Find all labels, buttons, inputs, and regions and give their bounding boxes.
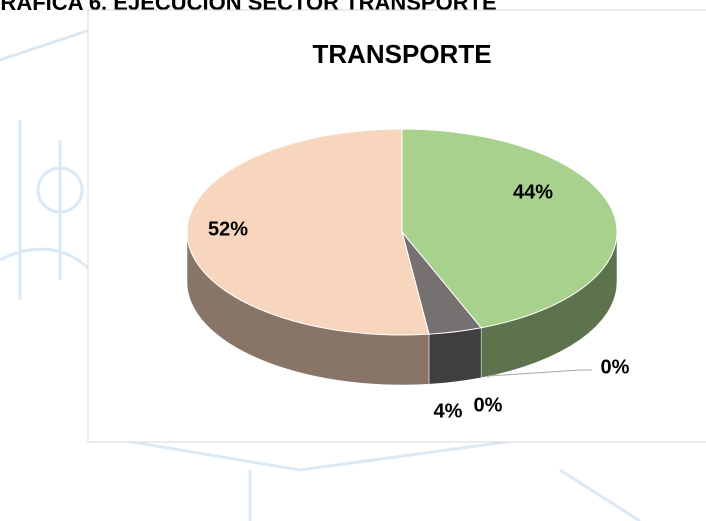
leader-line xyxy=(487,369,592,378)
background-art xyxy=(0,18,641,521)
data-label: 44% xyxy=(513,181,553,203)
chart-title: TRANSPORTE xyxy=(312,39,491,69)
data-label: 0% xyxy=(601,356,630,378)
slice-side xyxy=(428,327,482,385)
data-label: 0% xyxy=(474,394,503,416)
slice xyxy=(186,128,430,336)
data-label: 52% xyxy=(208,218,248,240)
slice xyxy=(401,128,618,329)
data-label: 4% xyxy=(434,400,463,422)
